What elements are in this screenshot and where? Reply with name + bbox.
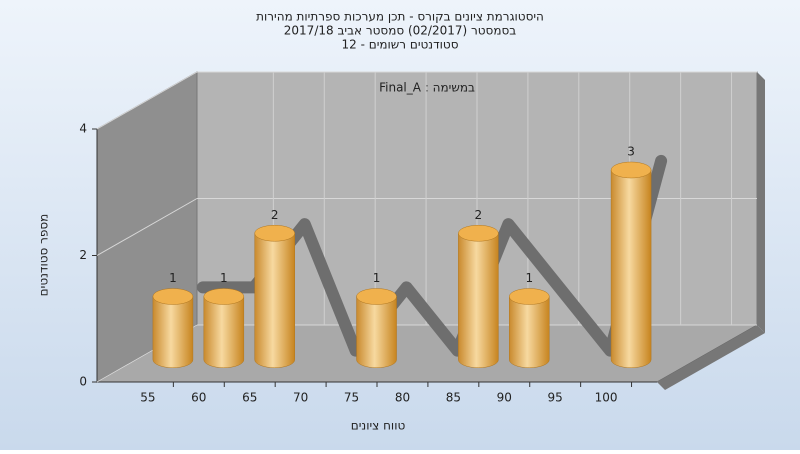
data-label: 1 <box>373 271 381 285</box>
data-label: 2 <box>475 208 483 222</box>
bar-top <box>610 161 652 179</box>
bar-top <box>254 225 295 242</box>
data-label: 1 <box>169 271 177 285</box>
bar <box>458 233 499 368</box>
bar <box>254 233 295 368</box>
grid-line <box>96 198 198 256</box>
data-label: 3 <box>627 145 635 159</box>
chart-title: בסמסטר (02/2017) סמסטר אביב 2017/18 <box>284 24 516 38</box>
bar <box>203 296 245 368</box>
x-tick-label: 95 <box>548 391 563 405</box>
chart-title: היסטוגרמת ציונים בקורס - תכן מערכות ספרת… <box>256 10 544 24</box>
bar-top <box>458 225 499 242</box>
grid-line <box>96 71 198 130</box>
x-tick-label: 80 <box>395 391 410 405</box>
data-label: 2 <box>271 208 279 222</box>
y-tick-label: 2 <box>79 248 87 262</box>
floor-edge <box>657 325 765 390</box>
bar-top <box>356 288 397 305</box>
bar-top <box>509 288 550 305</box>
chart-subtitle: במשימה : Final_A <box>379 81 475 95</box>
bar <box>610 169 652 368</box>
x-tick-label: 55 <box>140 391 155 405</box>
x-axis-title: טווח ציונים <box>351 419 406 433</box>
x-tick-label: 85 <box>446 391 461 405</box>
bar <box>152 296 194 368</box>
bar <box>356 296 397 368</box>
y-tick-label: 4 <box>79 122 87 136</box>
data-label: 1 <box>220 271 228 285</box>
y-tick-label: 0 <box>79 375 87 389</box>
floor <box>95 324 759 383</box>
x-tick-label: 75 <box>344 391 359 405</box>
chart-title: סטודנטים רשומים - 12 <box>341 38 458 52</box>
bar-top <box>152 288 194 305</box>
data-label: 1 <box>525 271 533 285</box>
x-tick-label: 60 <box>191 391 206 405</box>
x-tick-label: 100 <box>595 391 618 405</box>
x-tick-label: 90 <box>497 391 512 405</box>
y-axis-title: מספר סטודנטים <box>37 214 51 297</box>
bar-top <box>203 288 245 305</box>
x-tick-label: 70 <box>293 391 308 405</box>
wall-edge <box>757 72 765 333</box>
x-tick-label: 65 <box>242 391 257 405</box>
bar <box>509 296 550 368</box>
